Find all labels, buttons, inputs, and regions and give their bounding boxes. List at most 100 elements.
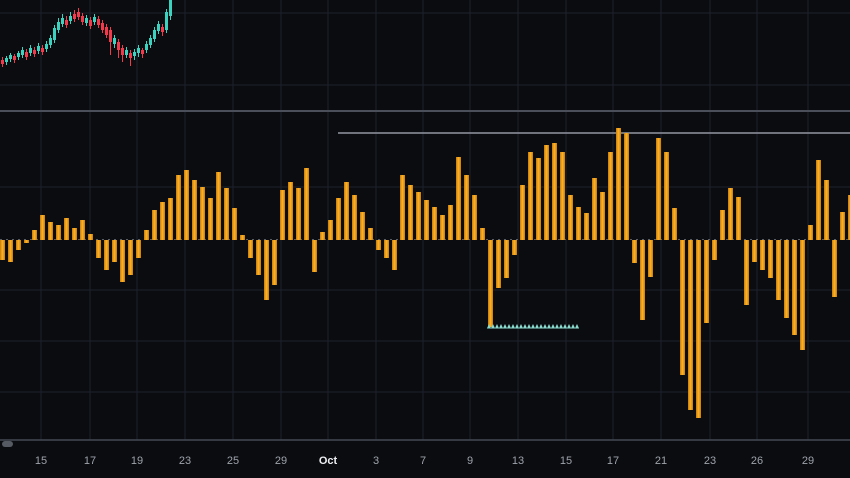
time-axis-label[interactable]: 23 xyxy=(179,455,191,467)
histogram-bar xyxy=(560,152,565,240)
time-axis-label[interactable]: 23 xyxy=(704,455,716,467)
time-axis-label[interactable]: 29 xyxy=(802,455,814,467)
signal-dot xyxy=(570,324,576,329)
histogram-bar xyxy=(176,175,181,240)
histogram-bar xyxy=(8,240,13,262)
histogram-bar xyxy=(552,143,557,240)
histogram-bar xyxy=(816,160,821,240)
candle-body xyxy=(81,16,84,22)
signal-dot xyxy=(558,324,564,329)
candle-body xyxy=(117,42,120,50)
histogram-bar xyxy=(680,240,685,375)
histogram-bar xyxy=(792,240,797,335)
histogram-bar xyxy=(144,230,149,240)
time-axis-label[interactable]: 29 xyxy=(275,455,287,467)
histogram-bar xyxy=(392,240,397,270)
histogram-bar xyxy=(448,205,453,240)
histogram-bar xyxy=(400,175,405,240)
candle-body xyxy=(161,27,164,32)
histogram-bar xyxy=(768,240,773,278)
histogram-bar xyxy=(408,185,413,240)
candle-body xyxy=(21,50,24,55)
candle-body xyxy=(9,55,12,59)
candle-body xyxy=(145,44,148,50)
histogram-bar xyxy=(288,182,293,240)
histogram-bar xyxy=(48,222,53,240)
candle-body xyxy=(113,38,116,44)
time-axis-label[interactable]: 15 xyxy=(35,455,47,467)
histogram-bar xyxy=(120,240,125,282)
histogram-bar xyxy=(424,200,429,240)
time-axis-label[interactable]: 19 xyxy=(131,455,143,467)
signal-dot xyxy=(526,324,532,329)
histogram-bar xyxy=(192,180,197,240)
histogram-bar xyxy=(112,240,117,262)
signal-dot xyxy=(486,324,492,329)
histogram-bar xyxy=(384,240,389,258)
histogram-bar xyxy=(208,198,213,240)
histogram-bar xyxy=(320,232,325,240)
histogram-bar xyxy=(72,228,77,240)
histogram-bar xyxy=(80,220,85,240)
candle-body xyxy=(57,22,60,30)
histogram-bar xyxy=(632,240,637,263)
histogram-bar xyxy=(432,207,437,240)
histogram-bar xyxy=(648,240,653,277)
histogram-bar xyxy=(512,240,517,255)
histogram-bar xyxy=(184,170,189,240)
signal-dot xyxy=(494,324,500,329)
candle-body xyxy=(37,46,40,51)
time-axis-label[interactable]: 21 xyxy=(655,455,667,467)
histogram-bar xyxy=(216,172,221,240)
candle-body xyxy=(137,48,140,53)
time-axis-label[interactable]: 25 xyxy=(227,455,239,467)
candle-body xyxy=(29,48,32,53)
histogram-bar xyxy=(496,240,501,288)
histogram-bar xyxy=(464,175,469,240)
histogram-bar xyxy=(416,192,421,240)
histogram-bar xyxy=(456,157,461,240)
time-axis-label[interactable]: Oct xyxy=(319,455,338,467)
histogram-bar xyxy=(528,152,533,240)
histogram-bar xyxy=(608,152,613,240)
signal-dot xyxy=(538,324,544,329)
time-axis-label[interactable]: 9 xyxy=(467,455,473,467)
candle-body xyxy=(73,14,76,19)
histogram-bar xyxy=(720,210,725,240)
signal-dot xyxy=(502,324,508,329)
histogram-bar xyxy=(520,185,525,240)
candle-body xyxy=(165,12,168,30)
time-axis-label[interactable]: 13 xyxy=(512,455,524,467)
time-axis-label[interactable]: 3 xyxy=(373,455,379,467)
signal-dot xyxy=(490,324,496,329)
candle-body xyxy=(85,18,88,23)
histogram-bar xyxy=(840,212,845,240)
time-axis-label[interactable]: 26 xyxy=(751,455,763,467)
histogram-bar xyxy=(368,228,373,240)
histogram-bar xyxy=(152,210,157,240)
signal-dot xyxy=(542,324,548,329)
time-axis-label[interactable]: 17 xyxy=(607,455,619,467)
histogram-bar xyxy=(600,192,605,240)
time-axis-label[interactable]: 7 xyxy=(420,455,426,467)
histogram-bar xyxy=(696,240,701,418)
histogram-bar xyxy=(544,145,549,240)
histogram-bar xyxy=(736,197,741,240)
signal-dot xyxy=(522,324,528,329)
histogram-bar xyxy=(168,198,173,240)
histogram-bar xyxy=(240,235,245,240)
time-axis-label[interactable]: 15 xyxy=(560,455,572,467)
axis-corner-chip xyxy=(2,441,13,447)
time-axis-label[interactable]: 17 xyxy=(84,455,96,467)
signal-dot xyxy=(498,324,504,329)
histogram-bar xyxy=(128,240,133,275)
candle-body xyxy=(133,52,136,56)
candle-body xyxy=(153,30,156,39)
histogram-bar xyxy=(264,240,269,300)
histogram-bar xyxy=(712,240,717,260)
histogram-bar xyxy=(32,230,37,240)
candle-body xyxy=(93,17,96,22)
signal-dot xyxy=(546,324,552,329)
histogram-bar xyxy=(344,182,349,240)
